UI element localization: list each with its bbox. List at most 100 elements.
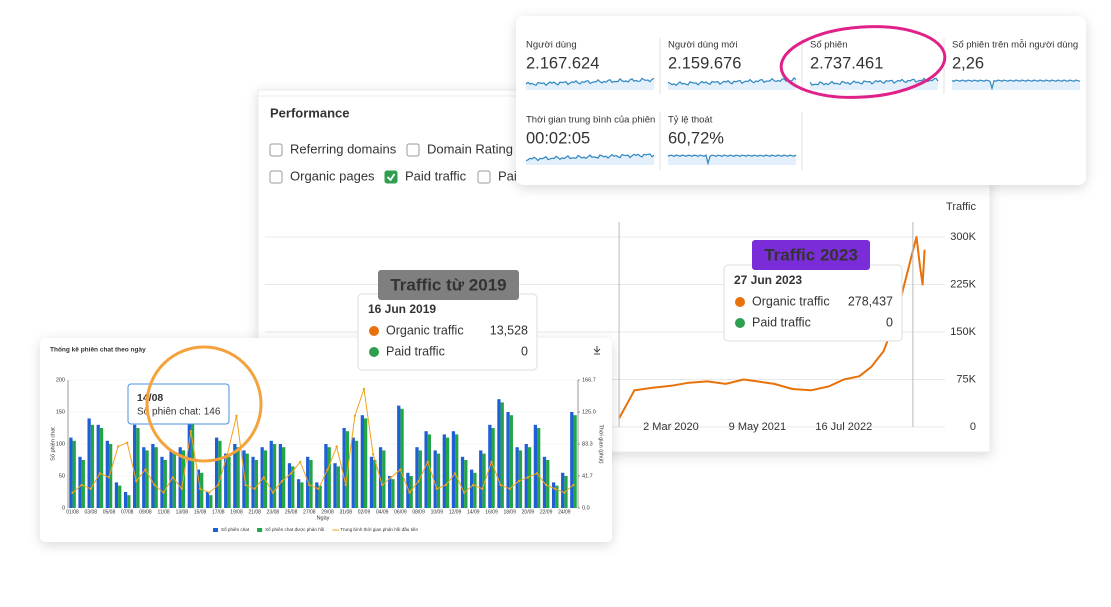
- bar: [209, 495, 213, 508]
- bar: [142, 447, 146, 508]
- filter-label[interactable]: Pai: [498, 168, 517, 183]
- y-tick-label: 150K: [950, 326, 976, 338]
- bar: [224, 453, 228, 508]
- line-point: [125, 441, 129, 444]
- filter-label[interactable]: Organic pages: [290, 168, 375, 183]
- x-tick-label: 03/08: [85, 509, 98, 515]
- bar: [90, 424, 95, 508]
- bar: [555, 485, 559, 508]
- bar: [260, 447, 264, 508]
- line-point: [171, 476, 174, 479]
- line-point: [153, 483, 156, 487]
- bar: [318, 485, 322, 508]
- x-tick-label: 06/09: [394, 509, 407, 515]
- y2-tick-label: 125.0: [582, 409, 596, 415]
- bar: [336, 466, 340, 508]
- sparkline-area: [668, 155, 796, 165]
- line-point: [435, 487, 439, 491]
- filter-label[interactable]: Referring domains: [290, 141, 397, 156]
- bar: [327, 447, 331, 508]
- bar: [190, 418, 195, 508]
- bar: [546, 460, 550, 508]
- line-point: [217, 483, 220, 487]
- y-axis-label: Traffic: [946, 201, 976, 213]
- metric-label: Số phiên trên mỗi người dùng: [952, 40, 1078, 51]
- bar: [154, 447, 158, 508]
- metric-value: 2.159.676: [668, 54, 741, 72]
- sparkline: [525, 153, 655, 162]
- line-point: [544, 483, 548, 487]
- bar: [291, 466, 295, 508]
- download-icon[interactable]: [593, 346, 601, 355]
- bar: [524, 444, 528, 508]
- legend-dot: [735, 318, 745, 328]
- x-tick-label: 29/08: [321, 509, 334, 515]
- line-point: [426, 460, 429, 464]
- highlight-circle: [145, 345, 263, 463]
- badge: [752, 240, 870, 270]
- bar: [315, 482, 319, 508]
- bar: [482, 453, 486, 508]
- sparkline: [809, 77, 939, 86]
- bar: [570, 412, 574, 508]
- bar: [424, 431, 428, 508]
- x-tick-label: 05/08: [103, 509, 116, 515]
- filter-label[interactable]: Paid traffic: [405, 168, 467, 183]
- metric-value: 2.737.461: [810, 54, 883, 72]
- x-tick-label: 9 May 2021: [729, 421, 786, 433]
- bar: [415, 447, 419, 508]
- sparkline: [951, 79, 1081, 91]
- x-tick-label: 24/09: [558, 509, 571, 515]
- bar: [172, 453, 177, 508]
- sparkline-area: [526, 154, 654, 165]
- tooltip-value: 0: [521, 344, 528, 358]
- checkbox[interactable]: [269, 143, 283, 157]
- x-tick-label: 09/08: [139, 509, 152, 515]
- x-tick-label: 11/08: [158, 509, 170, 515]
- bar: [227, 456, 231, 508]
- bar: [409, 476, 413, 508]
- x-axis-label: Ngày: [317, 515, 330, 521]
- bar: [105, 440, 109, 508]
- line-point: [462, 491, 466, 494]
- y2-tick-label: 166.7: [582, 377, 596, 383]
- line-point: [317, 487, 320, 491]
- x-tick-label: 16 Jul 2022: [815, 421, 872, 433]
- tooltip-series: Organic traffic: [752, 294, 830, 308]
- line-point: [353, 414, 357, 418]
- bar: [309, 460, 313, 508]
- bar: [445, 437, 450, 508]
- metric-value: 2,26: [952, 54, 984, 72]
- bar: [99, 428, 104, 508]
- bar: [114, 482, 119, 508]
- bar: [360, 415, 364, 508]
- checkbox[interactable]: [384, 170, 398, 184]
- line-point: [89, 487, 92, 491]
- y-axis-label: Số phiên chat: [50, 427, 56, 461]
- bar: [324, 444, 328, 508]
- bar: [123, 492, 128, 508]
- metric-value: 60,72%: [668, 129, 724, 147]
- tooltip-series: Paid traffic: [386, 344, 445, 358]
- bar: [497, 399, 501, 508]
- line-point: [235, 414, 238, 418]
- checkbox[interactable]: [477, 170, 491, 184]
- bar: [506, 412, 510, 508]
- bar: [236, 447, 240, 508]
- bar: [145, 450, 149, 508]
- annotations: [779, 25, 947, 99]
- tooltip-series: Organic traffic: [386, 323, 464, 337]
- bar: [373, 460, 377, 508]
- bar: [151, 444, 155, 508]
- performance-tooltips: Traffic từ 2019 16 Jun 2019 Organic traffi…: [357, 240, 903, 371]
- tooltip-series: Paid traffic: [752, 315, 811, 329]
- bar: [527, 447, 532, 508]
- checkbox[interactable]: [406, 143, 420, 157]
- bar: [133, 424, 137, 508]
- bar: [118, 485, 122, 508]
- checkbox[interactable]: [269, 170, 283, 184]
- line-point: [116, 445, 120, 448]
- tooltip-title: 14/08: [137, 392, 163, 404]
- tooltip-date: 16 Jun 2019: [368, 302, 436, 316]
- filter-label[interactable]: Domain Rating: [427, 141, 513, 156]
